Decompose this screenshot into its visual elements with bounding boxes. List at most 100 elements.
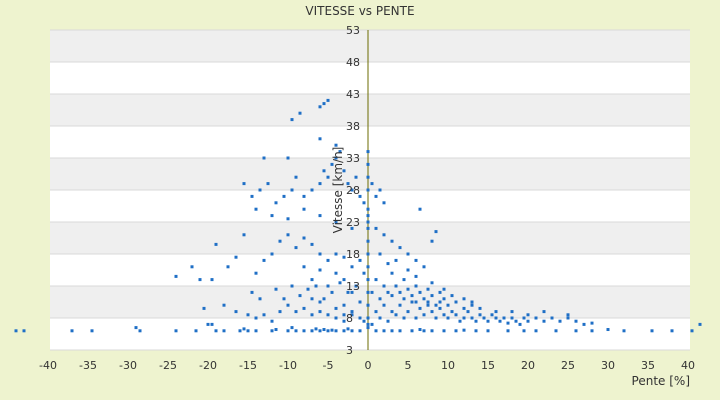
data-point <box>354 175 358 179</box>
data-point <box>334 143 338 147</box>
data-point <box>394 313 398 317</box>
data-point <box>422 265 426 269</box>
data-point <box>290 118 294 122</box>
grid-band <box>50 94 690 126</box>
data-point <box>434 230 438 234</box>
data-point <box>430 329 434 333</box>
data-point <box>394 258 398 262</box>
data-point <box>342 278 346 282</box>
data-point <box>482 316 486 320</box>
data-point <box>338 150 342 154</box>
data-point <box>210 278 214 282</box>
data-point <box>474 319 478 323</box>
data-point <box>378 316 382 320</box>
data-point <box>402 278 406 282</box>
data-point <box>470 316 474 320</box>
data-point <box>70 329 74 333</box>
data-point <box>22 329 26 333</box>
data-point <box>254 271 258 275</box>
data-point <box>242 327 246 331</box>
data-point <box>398 246 402 250</box>
data-point <box>334 156 338 160</box>
data-point <box>214 329 218 333</box>
data-point <box>382 201 386 205</box>
data-point <box>254 329 258 333</box>
data-point <box>450 310 454 314</box>
data-point <box>222 303 226 307</box>
y-tick-label: 48 <box>346 56 360 69</box>
x-tick-label: 35 <box>641 359 655 372</box>
x-tick-label: -35 <box>79 359 97 372</box>
x-tick-label: 5 <box>405 359 412 372</box>
data-point <box>342 319 346 323</box>
x-tick-label: 0 <box>365 359 372 372</box>
data-point <box>378 188 382 192</box>
data-point <box>330 162 334 166</box>
grid-band <box>50 222 690 254</box>
data-point <box>590 321 594 325</box>
data-point <box>406 310 410 314</box>
grid-band <box>50 126 690 158</box>
data-point <box>522 329 526 333</box>
data-point <box>322 169 326 173</box>
data-point <box>322 102 326 106</box>
data-point <box>334 306 338 310</box>
y-tick-label: 38 <box>346 120 360 133</box>
data-point <box>326 98 330 102</box>
x-tick-label: -30 <box>119 359 137 372</box>
data-point <box>454 300 458 304</box>
data-point <box>326 329 330 333</box>
data-point <box>286 156 290 160</box>
data-point <box>290 284 294 288</box>
data-point <box>302 194 306 198</box>
data-point <box>202 306 206 310</box>
data-point <box>310 297 314 301</box>
data-point <box>402 297 406 301</box>
data-point <box>310 188 314 192</box>
data-point <box>650 329 654 333</box>
data-point <box>274 201 278 205</box>
data-point <box>242 182 246 186</box>
data-point <box>374 226 378 230</box>
data-point <box>330 290 334 294</box>
data-point <box>486 329 490 333</box>
data-point <box>306 287 310 291</box>
grid-band <box>50 62 690 94</box>
data-point <box>494 310 498 314</box>
data-point <box>430 281 434 285</box>
data-point <box>366 150 370 154</box>
data-point <box>14 329 18 333</box>
data-point <box>358 300 362 304</box>
data-point <box>382 233 386 237</box>
data-point <box>366 322 370 326</box>
data-point <box>174 329 178 333</box>
data-point <box>258 297 262 301</box>
data-point <box>302 207 306 211</box>
data-point <box>358 329 362 333</box>
data-point <box>254 207 258 211</box>
data-point <box>374 278 378 282</box>
data-point <box>486 319 490 323</box>
data-point <box>358 258 362 262</box>
data-point <box>478 313 482 317</box>
data-point <box>318 252 322 256</box>
data-point <box>274 287 278 291</box>
data-point <box>466 310 470 314</box>
data-point <box>378 297 382 301</box>
y-tick-label: 43 <box>346 88 360 101</box>
data-point <box>310 242 314 246</box>
data-point <box>426 303 430 307</box>
data-point <box>250 194 254 198</box>
data-point <box>590 329 594 333</box>
data-point <box>462 316 466 320</box>
data-point <box>422 297 426 301</box>
data-point <box>454 329 458 333</box>
data-point <box>506 321 510 325</box>
data-point <box>354 284 358 288</box>
data-point <box>370 182 374 186</box>
data-point <box>290 188 294 192</box>
data-point <box>366 252 370 256</box>
data-point <box>366 326 370 330</box>
data-point <box>278 239 282 243</box>
data-point <box>414 300 418 304</box>
